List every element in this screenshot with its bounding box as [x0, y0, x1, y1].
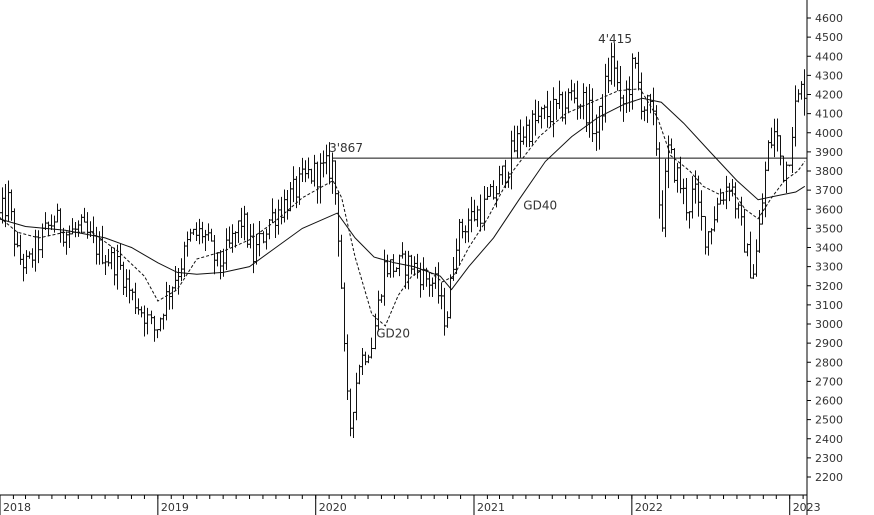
x-tick-label: 2019: [161, 501, 189, 514]
y-tick-label: 4100: [815, 108, 843, 121]
y-tick-label: 4400: [815, 50, 843, 63]
annotations: 3'867 4'415 GD40 GD20: [329, 32, 632, 341]
y-tick-label: 4300: [815, 69, 843, 82]
x-ticks: 2018 2019 2020 2021 2022 2023: [0, 495, 821, 515]
y-tick-label: 3500: [815, 222, 843, 235]
axes: 2200 2300 2400 2500 2600 2700 2800 2900 3000 3100…: [0, 0, 843, 515]
x-tick-label: 2021: [477, 501, 505, 514]
x-tick-label: 2020: [319, 501, 347, 514]
x-tick-label: 2018: [3, 501, 31, 514]
y-tick-label: 4200: [815, 89, 843, 102]
y-tick-label: 2400: [815, 433, 843, 446]
y-tick-label: 3400: [815, 242, 843, 255]
y-tick-label: 3300: [815, 261, 843, 274]
x-tick-label: 2022: [635, 501, 663, 514]
y-tick-label: 3000: [815, 318, 843, 331]
plot-area: 3'867 4'415 GD40 GD20: [0, 32, 807, 438]
x-minor-ticks: [0, 495, 804, 499]
annotation-label: GD40: [523, 198, 557, 212]
gd20-series-line: [0, 88, 806, 327]
y-tick-label: 2700: [815, 375, 843, 388]
annotation-label: 4'415: [598, 32, 632, 46]
y-tick-label: 2500: [815, 414, 843, 427]
y-tick-label: 2600: [815, 395, 843, 408]
y-tick-label: 3700: [815, 184, 843, 197]
y-tick-label: 3900: [815, 146, 843, 159]
price-bars: [0, 42, 807, 438]
annotation-label: GD20: [376, 326, 410, 340]
y-tick-label: 4600: [815, 12, 843, 25]
gd40-series-line: [0, 97, 806, 291]
y-tick-label: 3100: [815, 299, 843, 312]
y-tick-label: 2800: [815, 356, 843, 369]
x-tick-label: 2023: [793, 501, 821, 514]
y-tick-label: 2900: [815, 337, 843, 350]
y-ticks: 2200 2300 2400 2500 2600 2700 2800 2900 3000 3100…: [807, 12, 843, 484]
y-tick-label: 3200: [815, 280, 843, 293]
y-tick-label: 2300: [815, 452, 843, 465]
y-tick-label: 2200: [815, 471, 843, 484]
y-tick-label: 4500: [815, 31, 843, 44]
y-tick-label: 3600: [815, 203, 843, 216]
annotation-label: 3'867: [329, 141, 363, 155]
y-tick-label: 3800: [815, 165, 843, 178]
y-tick-label: 4000: [815, 127, 843, 140]
